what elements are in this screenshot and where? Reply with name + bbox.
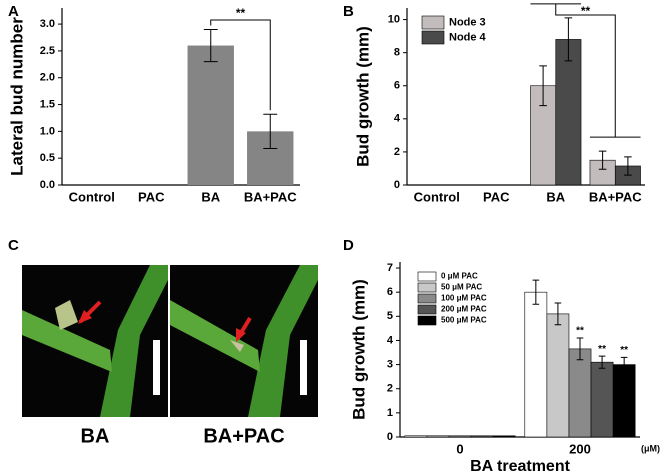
annotation: ** xyxy=(581,4,591,18)
y-tick-label: 5 xyxy=(387,310,393,322)
panel-label: D xyxy=(343,237,354,254)
x-tick-label: PAC xyxy=(138,189,165,204)
bracket xyxy=(530,3,641,138)
legend-label: 50 μM PAC xyxy=(441,283,482,292)
x-tick-label: BA xyxy=(201,189,220,204)
error-bar xyxy=(564,17,573,62)
significance: ** xyxy=(598,344,606,355)
y-tick-label: 2 xyxy=(394,146,400,158)
x-axis-label: BA treatment xyxy=(470,458,571,475)
annotation: ** xyxy=(236,6,246,20)
panel-label: A xyxy=(8,3,19,20)
y-tick-label: 0 xyxy=(387,431,393,443)
error-bar xyxy=(576,337,584,361)
y-tick-label: 10 xyxy=(388,13,400,25)
error-bar xyxy=(203,28,218,63)
y-tick-label: 7 xyxy=(387,262,393,274)
bar xyxy=(187,45,234,185)
bar xyxy=(426,435,450,438)
panel-label: C xyxy=(8,237,19,254)
error-bar xyxy=(532,279,540,305)
y-tick-label: 6 xyxy=(387,286,393,298)
y-tick-label: 2 xyxy=(387,383,393,395)
y-axis-label: Bud growth (mm) xyxy=(353,26,372,167)
legend-swatch xyxy=(421,30,445,45)
panel-label: B xyxy=(343,3,354,20)
significance: ** xyxy=(576,326,584,337)
y-tick-label: 3 xyxy=(387,358,393,370)
error-bar xyxy=(539,65,547,107)
legend-label: 500 μM PAC xyxy=(441,316,487,325)
y-tick-label: 0.5 xyxy=(40,152,55,164)
x-tick-label: Control xyxy=(69,189,115,204)
legend-label: 200 μM PAC xyxy=(441,305,487,314)
y-tick-label: 2.5 xyxy=(40,45,55,57)
photo-caption: BA+PAC xyxy=(203,425,284,447)
error-bar xyxy=(598,150,607,170)
bar xyxy=(612,364,636,438)
legend-label: 100 μM PAC xyxy=(441,294,487,303)
legend-swatch xyxy=(417,315,437,326)
y-tick-label: 1.5 xyxy=(40,98,55,110)
legend-label: Node 3 xyxy=(449,16,486,28)
y-tick-label: 8 xyxy=(394,47,400,59)
bar xyxy=(448,435,472,438)
y-tick-label: 4 xyxy=(387,334,394,346)
x-tick-label: BA xyxy=(546,189,565,204)
y-tick-label: 0.0 xyxy=(40,179,55,191)
x-tick-label: BA+PAC xyxy=(589,189,642,204)
y-tick-label: 4 xyxy=(394,113,401,125)
error-bar xyxy=(554,302,562,326)
photo-caption: BA xyxy=(81,425,110,447)
legend-swatch xyxy=(417,282,437,293)
legend-swatch xyxy=(417,304,437,315)
y-axis-label: Lateral bud number xyxy=(7,17,26,176)
y-tick-label: 1 xyxy=(387,407,393,419)
x-tick-label: 200 xyxy=(569,441,591,456)
x-tick-label: PAC xyxy=(483,189,510,204)
x-unit: (μM) xyxy=(641,443,660,453)
bar xyxy=(590,361,614,438)
bar xyxy=(546,313,570,438)
photo xyxy=(22,265,318,417)
bar xyxy=(524,291,548,438)
y-tick-label: 1.0 xyxy=(40,125,55,137)
x-tick-label: 0 xyxy=(456,441,463,456)
bar xyxy=(555,39,582,186)
y-tick-label: 0 xyxy=(394,179,400,191)
legend-swatch xyxy=(417,271,437,282)
bar xyxy=(404,435,428,438)
legend-label: Node 4 xyxy=(449,31,487,43)
bar xyxy=(568,348,592,438)
y-tick-label: 3.0 xyxy=(40,18,55,30)
legend-swatch xyxy=(417,293,437,304)
x-tick-label: BA+PAC xyxy=(244,189,297,204)
y-axis-label: Bud growth (mm) xyxy=(349,279,368,420)
error-bar xyxy=(624,156,632,176)
error-bar xyxy=(263,113,278,150)
significance: ** xyxy=(620,345,628,356)
bracket xyxy=(210,19,271,111)
x-tick-label: Control xyxy=(414,189,460,204)
legend-label: 0 μM PAC xyxy=(441,272,478,281)
bar xyxy=(492,435,516,438)
error-bar xyxy=(598,355,606,369)
legend-swatch xyxy=(421,15,445,30)
bar xyxy=(470,435,494,438)
error-bar xyxy=(620,356,628,373)
y-tick-label: 6 xyxy=(394,80,400,92)
y-tick-label: 2.0 xyxy=(40,72,55,84)
